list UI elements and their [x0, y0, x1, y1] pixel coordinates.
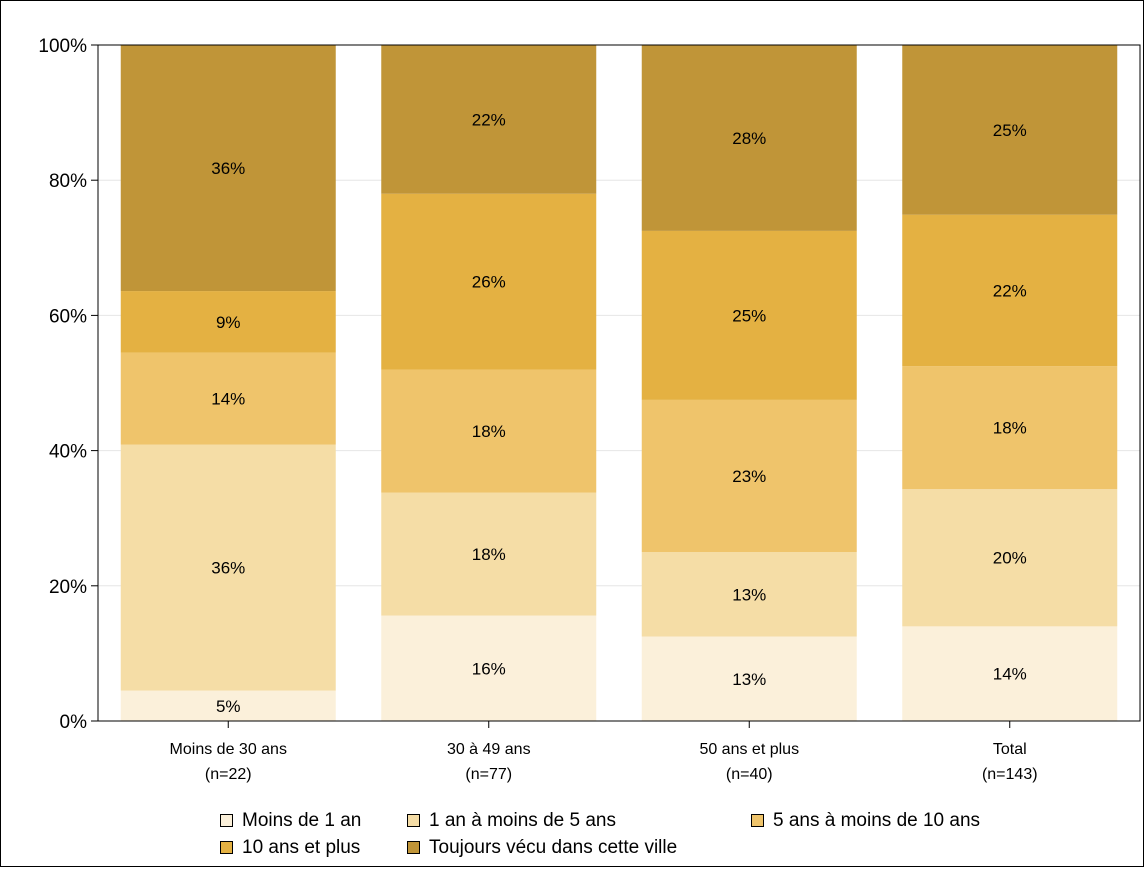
- legend-label: Toujours vécu dans cette ville: [429, 836, 678, 858]
- x-tick-count: (n=77): [465, 766, 512, 783]
- legend-item-toujours-vecu: Toujours vécu dans cette ville: [407, 837, 677, 859]
- plot-border: [97, 44, 1141, 722]
- bar-segment: [120, 444, 336, 691]
- legend: Moins de 1 an 1 an à moins de 5 ans 5 an…: [220, 807, 1080, 861]
- y-tick-label: 20%: [49, 577, 87, 598]
- x-tick-label: 50 ans et plus: [699, 741, 799, 758]
- y-tick-label: 0%: [60, 712, 88, 733]
- bar-segment: [381, 492, 597, 616]
- legend-swatch-toujours-vecu: [407, 841, 420, 854]
- data-label: 18%: [472, 545, 506, 564]
- y-tick-label: 80%: [49, 171, 87, 192]
- data-label: 36%: [211, 559, 245, 578]
- data-label: 36%: [211, 159, 245, 178]
- data-label: 18%: [993, 419, 1027, 438]
- stacked-bar-chart: 5% 36% 14% 9% 36% Moins de 30 ans (n=22) 16% 18%…: [38, 36, 1141, 783]
- data-label: 26%: [472, 273, 506, 292]
- bar-segment: [902, 366, 1118, 490]
- x-tick-count: (n=40): [726, 766, 773, 783]
- y-tick-label: 60%: [49, 306, 87, 327]
- data-label: 22%: [472, 110, 506, 129]
- legend-label: 5 ans à moins de 10 ans: [773, 809, 981, 831]
- data-label: 23%: [732, 467, 766, 486]
- bar-segment: [381, 369, 597, 493]
- legend-swatch-moins-de-1-an: [220, 814, 233, 827]
- bar-segment: [381, 193, 597, 370]
- bar-segment: [641, 230, 857, 400]
- legend-item-5-ans-a-moins-de-10-ans: 5 ans à moins de 10 ans: [751, 810, 980, 832]
- legend-swatch-10-ans-et-plus: [220, 841, 233, 854]
- x-tick-label: Moins de 30 ans: [170, 741, 287, 758]
- bar-segment: [902, 489, 1118, 627]
- legend-label: 1 an à moins de 5 ans: [429, 809, 616, 831]
- bar-segment: [902, 214, 1118, 367]
- legend-swatch-1-an-a-moins-de-5-ans: [407, 814, 420, 827]
- data-label: 5%: [216, 697, 241, 716]
- legend-item-moins-de-1-an: Moins de 1 an: [220, 810, 407, 832]
- y-tick-label: 40%: [49, 442, 87, 463]
- legend-row-2: 10 ans et plus Toujours vécu dans cette …: [220, 834, 1080, 861]
- legend-item-10-ans-et-plus: 10 ans et plus: [220, 837, 407, 859]
- data-label: 25%: [993, 121, 1027, 140]
- bar-segment: [120, 45, 336, 292]
- data-label: 28%: [732, 129, 766, 148]
- data-label: 9%: [216, 313, 241, 332]
- data-label: 14%: [211, 390, 245, 409]
- legend-item-1-an-a-moins-de-5-ans: 1 an à moins de 5 ans: [407, 810, 751, 832]
- data-label: 25%: [732, 306, 766, 325]
- data-label: 20%: [993, 549, 1027, 568]
- bar-segment: [641, 45, 857, 231]
- x-tick-count: (n=22): [205, 766, 252, 783]
- legend-label: 10 ans et plus: [242, 836, 361, 858]
- bar-segment: [641, 552, 857, 637]
- legend-label: Moins de 1 an: [242, 809, 362, 831]
- bar-segment: [641, 636, 857, 721]
- data-label: 14%: [993, 665, 1027, 684]
- bar-segment: [641, 399, 857, 552]
- y-tick-label: 100%: [38, 36, 87, 57]
- data-label: 13%: [732, 585, 766, 604]
- legend-swatch-5-ans-a-moins-de-10-ans: [751, 814, 764, 827]
- legend-row-1: Moins de 1 an 1 an à moins de 5 ans 5 an…: [220, 807, 1080, 834]
- bar-segment: [381, 45, 597, 194]
- data-label: 18%: [472, 422, 506, 441]
- x-tick-count: (n=143): [982, 766, 1038, 783]
- x-tick-label: 30 à 49 ans: [447, 741, 531, 758]
- data-label: 22%: [993, 281, 1027, 300]
- bar-segment: [120, 291, 336, 353]
- data-label: 13%: [732, 670, 766, 689]
- bar-segment: [120, 690, 336, 721]
- bar-segment: [902, 626, 1118, 721]
- bar-segment: [120, 352, 336, 445]
- x-tick-label: Total: [993, 741, 1027, 758]
- bar-segment: [902, 45, 1118, 215]
- bar-segment: [381, 615, 597, 721]
- data-label: 16%: [472, 659, 506, 678]
